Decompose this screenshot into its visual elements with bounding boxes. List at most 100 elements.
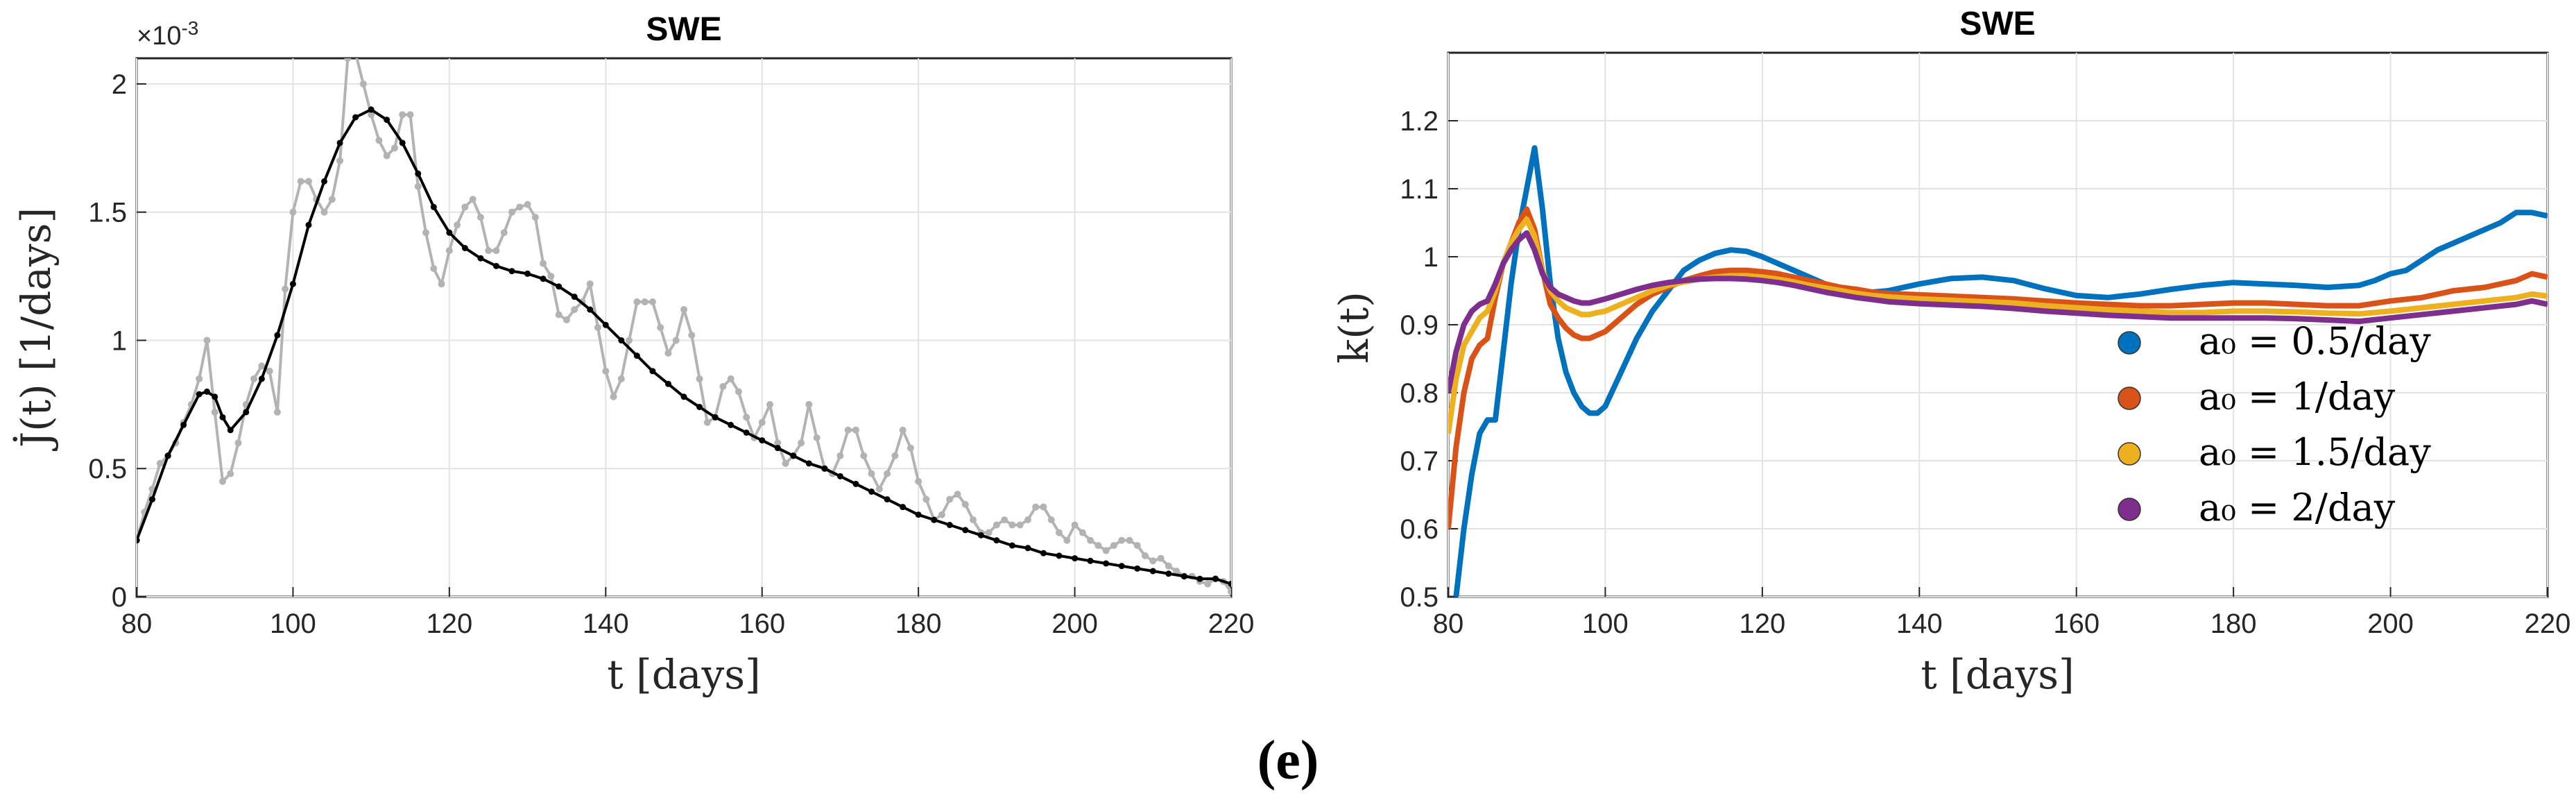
- y-tick-label: 1: [112, 325, 127, 356]
- data-point: [344, 58, 352, 62]
- data-point: [438, 280, 445, 288]
- y-tick-label: 1: [1423, 242, 1439, 273]
- data-point: [305, 221, 312, 228]
- data-point: [227, 427, 234, 434]
- data-point: [282, 285, 289, 293]
- data-point: [1040, 503, 1047, 511]
- data-point: [641, 298, 649, 306]
- legend-label: a₀ = 2/day: [2199, 486, 2396, 529]
- data-point: [875, 485, 883, 493]
- data-point: [383, 152, 390, 160]
- data-point: [1103, 560, 1110, 567]
- data-point: [719, 382, 727, 390]
- grid-right: [1448, 53, 2548, 597]
- y-tick-label: 2: [112, 69, 127, 100]
- data-point: [649, 368, 656, 375]
- data-point: [297, 178, 304, 185]
- data-point: [586, 280, 594, 288]
- legend-label: a₀ = 1.5/day: [2199, 430, 2431, 474]
- data-point: [946, 495, 954, 503]
- data-point: [1149, 557, 1157, 565]
- data-point: [1008, 521, 1016, 529]
- data-point: [328, 196, 336, 203]
- data-point: [1094, 542, 1102, 550]
- data-point: [556, 283, 563, 290]
- data-point: [617, 375, 625, 382]
- data-point: [1102, 547, 1110, 554]
- data-point: [1087, 557, 1094, 564]
- data-point: [508, 208, 516, 216]
- data-point: [547, 273, 555, 280]
- data-point: [852, 426, 859, 434]
- data-point: [735, 388, 742, 396]
- data-point: [696, 375, 703, 382]
- data-point: [727, 375, 735, 382]
- legend-right: a₀ = 0.5/day a₀ = 1/day a₀ = 1.5/day a₀ = 2…: [2118, 319, 2431, 529]
- data-point: [454, 221, 461, 229]
- panel-label: (e): [1257, 730, 1319, 791]
- data-point: [1071, 521, 1079, 529]
- data-point: [743, 414, 750, 421]
- data-point: [414, 182, 422, 190]
- data-point: [884, 496, 891, 503]
- data-point: [813, 434, 821, 441]
- legend-marker: [2118, 442, 2141, 466]
- ticks-right: 80 100 120 140 160 180 200 220 0.5 0.6 0.7 0.8 0.9 1 1…: [1400, 106, 2570, 639]
- data-point: [359, 80, 367, 87]
- data-point: [626, 337, 633, 344]
- data-point: [203, 337, 211, 344]
- data-point: [602, 367, 610, 375]
- y-tick-label: 0.5: [88, 454, 127, 484]
- data-point: [759, 437, 766, 444]
- y-tick-label: 0.6: [1400, 514, 1439, 545]
- data-point: [954, 491, 961, 498]
- x-tick-label: 80: [121, 609, 153, 639]
- data-point: [485, 247, 492, 255]
- y-tick-label: 0: [112, 582, 127, 613]
- data-point: [649, 298, 656, 306]
- chart-left-title: SWE: [646, 11, 721, 48]
- data-point: [743, 430, 750, 436]
- data-point: [540, 275, 547, 282]
- data-point: [250, 375, 258, 382]
- data-point: [258, 362, 266, 370]
- data-point: [962, 527, 969, 534]
- legend-marker: [2118, 498, 2141, 521]
- data-point: [1001, 516, 1008, 524]
- data-point: [618, 337, 625, 343]
- chart-left-ylabel: J̇(t) [1/days]: [12, 207, 60, 451]
- x-tick-label: 160: [739, 609, 785, 639]
- data-point: [196, 375, 203, 382]
- data-point: [164, 452, 171, 459]
- data-point: [633, 353, 640, 359]
- data-point: [1228, 588, 1231, 595]
- data-point: [993, 537, 1000, 544]
- data-point: [1047, 516, 1055, 524]
- data-point: [1024, 545, 1031, 552]
- data-point: [399, 139, 406, 146]
- data-point: [469, 196, 476, 203]
- data-point: [1110, 542, 1117, 550]
- data-point: [321, 178, 328, 185]
- data-point: [266, 367, 273, 375]
- data-point: [680, 306, 687, 314]
- x-tick-label: 160: [2053, 609, 2100, 639]
- data-point: [1056, 529, 1063, 536]
- data-point: [1008, 542, 1015, 549]
- data-point: [211, 408, 218, 416]
- data-point: [680, 393, 687, 400]
- data-point: [203, 388, 210, 395]
- data-point: [540, 260, 547, 267]
- data-point: [1063, 536, 1071, 544]
- data-point: [384, 117, 390, 124]
- x-tick-label: 220: [1208, 609, 1255, 639]
- data-point: [970, 516, 977, 524]
- data-point: [446, 229, 453, 236]
- data-point: [860, 452, 868, 459]
- data-point: [938, 511, 945, 518]
- data-point: [258, 375, 265, 382]
- data-point: [1173, 568, 1180, 575]
- data-point: [900, 504, 907, 511]
- data-point: [790, 452, 797, 459]
